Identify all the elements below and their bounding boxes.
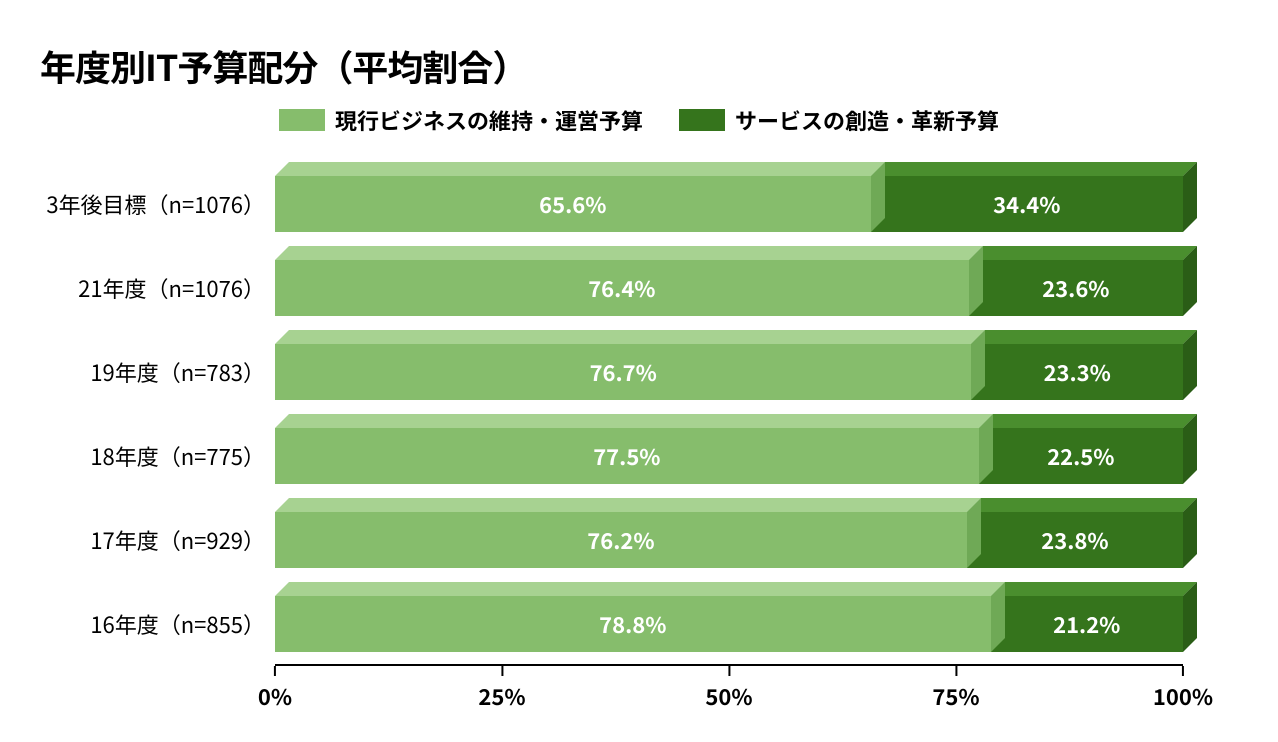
bar-side-face [1183,498,1197,568]
bar-value-label: 76.7% [275,344,971,400]
bar-top-face [967,498,1197,512]
category-label: 21年度（n=1076） [35,272,275,304]
bar-value-label: 34.4% [871,176,1183,232]
category-label: 19年度（n=783） [35,356,275,388]
bar-side-face [1183,246,1197,316]
legend: 現行ビジネスの維持・運営予算 サービスの創造・革新予算 [40,104,1238,136]
bar-top-face [871,162,1197,176]
bar-top-face [275,246,983,260]
bar-top-face [969,246,1197,260]
bar-segment-maintain: 76.4% [275,260,969,316]
x-tick-mark [955,666,957,676]
bar-segment-innovate: 21.2% [991,596,1183,652]
bar-side-face [1183,414,1197,484]
legend-item-innovate: サービスの創造・革新予算 [679,104,999,136]
bar-side-face [1183,162,1197,232]
bar-top-face [979,414,1197,428]
bar-value-label: 65.6% [275,176,871,232]
category-label: 18年度（n=775） [35,440,275,472]
x-tick: 0% [258,666,292,712]
bar-segment-maintain: 65.6% [275,176,871,232]
legend-item-maintain: 現行ビジネスの維持・運営予算 [279,104,643,136]
bar-segment-maintain: 78.8% [275,596,991,652]
bar-top-face [275,330,985,344]
x-tick-label: 25% [478,680,525,712]
bar-segment-innovate: 23.8% [967,512,1183,568]
category-label: 16年度（n=855） [35,608,275,640]
bar-segment-maintain: 76.2% [275,512,967,568]
bar-top-face [971,330,1197,344]
x-tick-label: 75% [932,680,979,712]
x-tick-label: 50% [705,680,752,712]
category-label: 3年後目標（n=1076） [35,188,275,220]
bar-segment-maintain: 76.7% [275,344,971,400]
bar-value-label: 77.5% [275,428,979,484]
x-tick-mark [1182,666,1184,676]
x-tick-mark [274,666,276,676]
bar-segment-innovate: 34.4% [871,176,1183,232]
bar-row: 16年度（n=855）21.2%78.8% [275,596,1183,652]
bar-value-label: 23.6% [969,260,1183,316]
bar-top-face [275,162,885,176]
bar-row: 3年後目標（n=1076）34.4%65.6% [275,176,1183,232]
bar-top-face [275,414,993,428]
bar-value-label: 21.2% [991,596,1183,652]
bar-value-label: 22.5% [979,428,1183,484]
x-tick: 25% [478,666,525,712]
bar-top-face [991,582,1197,596]
bar-side-face [1183,330,1197,400]
legend-swatch-innovate [679,109,725,131]
x-tick: 50% [705,666,752,712]
x-tick-label: 0% [258,680,292,712]
bar-value-label: 76.2% [275,512,967,568]
bar-side-face [1183,582,1197,652]
bar-row: 18年度（n=775）22.5%77.5% [275,428,1183,484]
bar-value-label: 78.8% [275,596,991,652]
bar-top-face [275,498,981,512]
x-tick: 100% [1153,666,1213,712]
bar-row: 17年度（n=929）23.8%76.2% [275,512,1183,568]
category-label: 17年度（n=929） [35,524,275,556]
legend-label-maintain: 現行ビジネスの維持・運営予算 [335,104,643,136]
chart-container: 年度別IT予算配分（平均割合） 現行ビジネスの維持・運営予算 サービスの創造・革… [0,0,1278,742]
legend-label-innovate: サービスの創造・革新予算 [735,104,999,136]
bar-row: 21年度（n=1076）23.6%76.4% [275,260,1183,316]
bar-segment-maintain: 77.5% [275,428,979,484]
x-tick-label: 100% [1153,680,1213,712]
bar-value-label: 76.4% [275,260,969,316]
legend-swatch-maintain [279,109,325,131]
bar-row: 19年度（n=783）23.3%76.7% [275,344,1183,400]
bar-segment-innovate: 23.3% [971,344,1183,400]
bar-segment-innovate: 22.5% [979,428,1183,484]
bar-segment-innovate: 23.6% [969,260,1183,316]
x-tick-mark [728,666,730,676]
bar-value-label: 23.8% [967,512,1183,568]
x-tick-mark [501,666,503,676]
plot-area: 3年後目標（n=1076）34.4%65.6% 21年度（n=1076）23.6%… [275,156,1183,666]
chart-title: 年度別IT予算配分（平均割合） [40,40,1238,92]
bar-value-label: 23.3% [971,344,1183,400]
x-tick: 75% [932,666,979,712]
bar-top-face [275,582,1005,596]
